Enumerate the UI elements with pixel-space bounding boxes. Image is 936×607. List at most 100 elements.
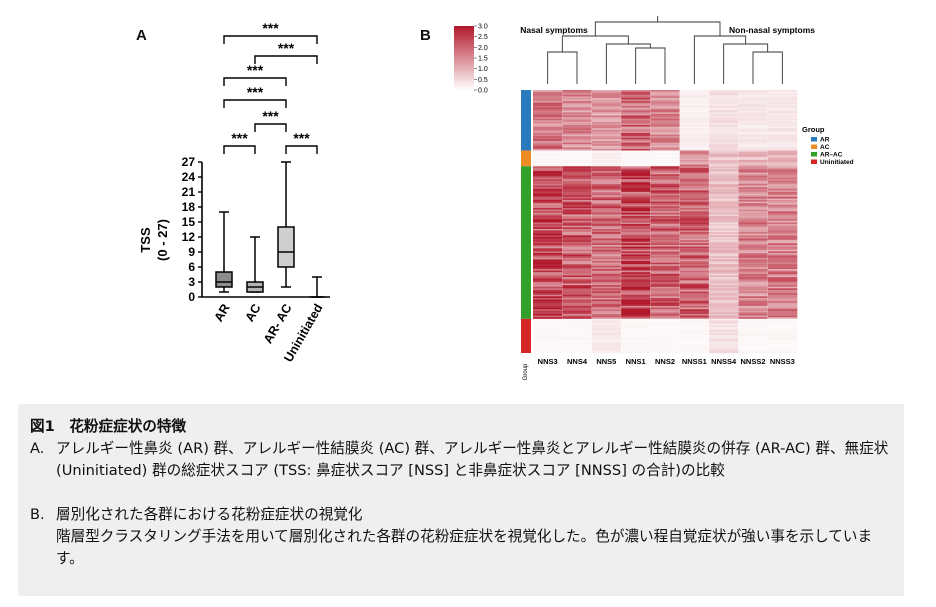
heatmap-cell (533, 326, 563, 329)
heatmap-cell (767, 275, 798, 278)
heatmap-cell (562, 212, 592, 215)
heatmap-cell (767, 120, 798, 123)
heatmap-cell (621, 161, 651, 164)
heatmap-cell (767, 259, 798, 262)
heatmap-cell (650, 289, 680, 292)
heatmap-cell (738, 196, 768, 199)
heatmap-cell (621, 281, 651, 284)
heatmap-cell (679, 323, 710, 326)
heatmap-cell (650, 140, 680, 143)
heatmap-cell (709, 169, 739, 172)
heatmap-cell (709, 206, 739, 209)
heatmap-cell (591, 112, 622, 115)
heatmap-cell (591, 335, 622, 338)
heatmap-cell (650, 227, 680, 230)
heatmap-cell (738, 289, 768, 292)
heatmap-cell (650, 91, 680, 94)
heatmap-cell (709, 142, 739, 145)
heatmap-cell (562, 317, 592, 320)
heatmap-cell (709, 288, 739, 291)
heatmap-cell (621, 326, 651, 329)
heatmap-cell (767, 166, 798, 169)
heatmap-cell (533, 209, 563, 212)
heatmap-cell (679, 225, 710, 228)
heatmap-cell (562, 339, 592, 342)
heatmap-cell (621, 120, 651, 123)
heatmap-cell (679, 123, 710, 126)
heatmap-cell (650, 204, 680, 207)
heatmap-cell (562, 338, 592, 341)
heatmap-cell (562, 232, 592, 235)
heatmap-cell (679, 182, 710, 185)
heatmap-cell (767, 346, 798, 349)
heatmap-cell (738, 259, 768, 262)
dendrogram-branch (635, 47, 666, 84)
heatmap-cell (767, 90, 798, 92)
heatmap-cell (591, 246, 622, 249)
heatmap-cell (679, 267, 710, 270)
heatmap-cell (767, 144, 798, 147)
heatmap-cell (679, 251, 710, 254)
heatmap-cell (533, 299, 563, 302)
heatmap-cell (621, 302, 651, 305)
significance-label: *** (278, 40, 295, 56)
heatmap-cell (650, 131, 680, 134)
heatmap-cell (533, 335, 563, 338)
heatmap-cell (709, 343, 739, 346)
heatmap-cell (767, 139, 798, 142)
heatmap-cell (562, 312, 592, 315)
heatmap-cell (562, 305, 592, 308)
heatmap-cell (767, 318, 798, 321)
heatmap-cell (533, 182, 563, 185)
heatmap-cell (738, 281, 768, 284)
heatmap-cell (621, 301, 651, 304)
heatmap-cell (679, 166, 710, 169)
heatmap-cell (709, 248, 739, 251)
heatmap-cell (767, 183, 798, 186)
heatmap-cell (650, 307, 680, 310)
heatmap-cell (533, 232, 563, 235)
heatmap-cell (591, 115, 622, 118)
heatmap-cell (767, 211, 798, 214)
heatmap-cell (562, 280, 592, 283)
heatmap-cell (767, 145, 798, 148)
heatmap-cell (767, 294, 798, 297)
heatmap-cell (679, 187, 710, 190)
heatmap-cell (621, 109, 651, 111)
heatmap-cell (767, 137, 798, 140)
heatmap-cell (591, 185, 622, 188)
heatmap-cell (591, 267, 622, 270)
heatmap-cell (562, 203, 592, 206)
heatmap-cell (621, 204, 651, 207)
heatmap-cell (738, 169, 768, 172)
heatmap-cell (738, 310, 768, 313)
heatmap-cell (650, 232, 680, 235)
heatmap-cell (738, 147, 768, 150)
heatmap-cell (709, 136, 739, 139)
heatmap-cell (562, 99, 592, 102)
heatmap-cell (738, 163, 768, 165)
heatmap-cell (650, 206, 680, 209)
heatmap-cell (650, 233, 680, 236)
heatmap-cell (621, 296, 651, 299)
heatmap-cell (533, 222, 563, 225)
heatmap-cell (650, 113, 680, 116)
heatmap-cell (562, 101, 592, 104)
heatmap-cell (709, 283, 739, 286)
heatmap-cell (533, 90, 563, 92)
heatmap-cell (533, 120, 563, 123)
y-tick-label: 9 (188, 245, 195, 259)
heatmap-cell (621, 102, 651, 105)
heatmap-cell (621, 182, 651, 185)
heatmap-cell (650, 238, 680, 241)
heatmap-cell (679, 211, 710, 214)
heatmap-cell (709, 330, 739, 333)
heatmap-cell (591, 139, 622, 142)
heatmap-cell (679, 346, 710, 349)
heatmap-cell (767, 254, 798, 257)
heatmap-cell (767, 249, 798, 252)
heatmap-cell (767, 225, 798, 228)
heatmap-cell (621, 144, 651, 147)
heatmap-cell (767, 91, 798, 94)
heatmap-cell (738, 346, 768, 349)
